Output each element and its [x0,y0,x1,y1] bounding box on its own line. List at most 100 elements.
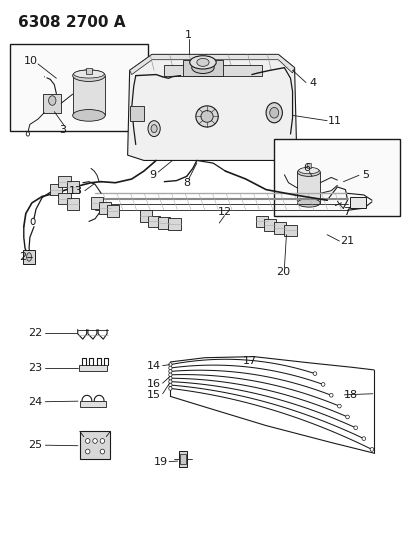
Text: 4: 4 [309,77,316,87]
Ellipse shape [196,106,218,127]
Bar [107,205,119,216]
Ellipse shape [353,426,357,430]
Text: 6: 6 [303,164,310,173]
Text: 21: 21 [339,236,353,246]
Text: 13: 13 [69,185,83,196]
Bar [80,401,106,407]
Text: 6308 2700 A: 6308 2700 A [18,14,125,30]
Bar [297,172,319,203]
Bar [58,193,70,205]
Ellipse shape [100,449,104,454]
Bar [139,211,152,222]
Bar [306,163,310,168]
Text: 24: 24 [27,397,42,407]
Ellipse shape [169,369,172,373]
Text: 9: 9 [149,170,156,180]
Text: 23: 23 [28,364,42,373]
Ellipse shape [148,120,160,136]
Bar [284,224,296,236]
Text: 11: 11 [328,116,342,126]
Ellipse shape [100,439,104,443]
Ellipse shape [200,111,213,122]
Ellipse shape [169,366,172,370]
Ellipse shape [361,437,365,440]
Ellipse shape [269,108,278,118]
Text: 19: 19 [153,457,167,466]
Ellipse shape [26,132,29,136]
Text: 25: 25 [28,440,42,450]
Ellipse shape [337,404,340,408]
Bar [274,139,400,216]
Bar [182,60,223,76]
Text: 12: 12 [217,207,231,217]
Text: 22: 22 [27,328,42,338]
Text: 2: 2 [19,253,26,262]
Bar [91,197,103,209]
Bar [43,94,61,113]
Text: 20: 20 [275,267,290,277]
Bar [50,184,62,196]
Ellipse shape [321,383,324,386]
Bar [99,203,111,214]
Bar [72,76,105,115]
Ellipse shape [169,376,172,380]
Ellipse shape [369,448,373,451]
Ellipse shape [31,218,35,224]
Polygon shape [164,65,261,76]
Ellipse shape [85,439,90,443]
Ellipse shape [169,363,172,367]
Bar [158,217,170,229]
Ellipse shape [151,125,157,133]
Ellipse shape [189,56,216,69]
Polygon shape [129,54,294,75]
Ellipse shape [72,70,105,82]
Text: 7: 7 [342,207,349,217]
Bar [66,181,79,193]
Bar [79,365,107,372]
Ellipse shape [312,372,316,375]
Ellipse shape [297,168,319,176]
Ellipse shape [27,253,31,261]
Bar [58,176,70,188]
Ellipse shape [328,393,332,397]
Bar [168,218,180,230]
Text: 5: 5 [362,171,369,180]
Ellipse shape [345,415,348,419]
Ellipse shape [85,449,90,454]
Bar [80,431,110,459]
Ellipse shape [169,383,172,387]
Text: 14: 14 [146,361,161,370]
Bar [274,222,286,234]
Bar [9,44,148,131]
Text: 10: 10 [24,56,38,66]
Ellipse shape [191,62,213,74]
Bar [66,198,79,210]
Ellipse shape [297,199,319,207]
Text: 16: 16 [147,379,161,389]
Bar [255,216,267,227]
Ellipse shape [169,380,172,383]
Ellipse shape [74,70,104,78]
Bar [178,451,187,467]
Text: 1: 1 [185,30,192,40]
Bar [179,454,186,464]
Ellipse shape [298,167,318,174]
Text: 18: 18 [343,390,357,400]
Text: 15: 15 [147,390,161,400]
Ellipse shape [169,373,172,377]
Text: 17: 17 [242,356,256,366]
Ellipse shape [265,103,282,123]
Text: 8: 8 [183,177,190,188]
Ellipse shape [72,110,105,121]
Ellipse shape [49,96,56,106]
Ellipse shape [196,59,209,66]
Ellipse shape [169,386,172,390]
Bar [263,219,276,231]
Polygon shape [127,54,296,160]
Bar [23,249,35,264]
Ellipse shape [92,439,97,443]
Bar [349,197,365,208]
Text: 3: 3 [59,125,66,135]
Bar [148,216,160,227]
Bar [85,68,92,74]
